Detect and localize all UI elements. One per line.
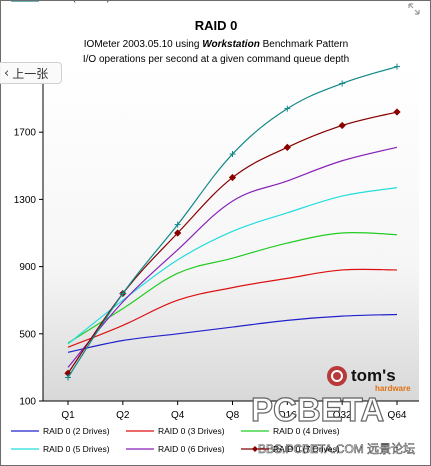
x-tick-label: Q64 [388, 410, 407, 421]
legend-label: RAID 0 (6 Drives) [158, 444, 225, 454]
chart-title: RAID 0 [195, 18, 238, 33]
legend-label: RAID 0 (5 Drives) [43, 444, 110, 454]
chart-subtitle: IOMeter 2003.05.10 using Workstation Ben… [84, 39, 348, 50]
subtitle-prefix: IOMeter 2003.05.10 using [84, 39, 202, 50]
series-line-4 [67, 187, 398, 345]
data-point-diamond [338, 121, 346, 130]
legend-label: RAID 0 (8 Drives) [43, 1, 110, 3]
pcbeta-watermark: PCBETA BBS.PCBETA.COM 远景论坛 [250, 390, 415, 456]
y-tick-label: 1700 [14, 128, 37, 139]
legend-label: RAID 0 (7 Drives) [273, 444, 340, 454]
legend: RAID 0 (2 Drives) RAID 0 (3 Drives) RAID 0… [11, 1, 340, 454]
legend-label: RAID 0 (3 Drives) [158, 426, 225, 436]
x-tick-label: Q32 [333, 410, 352, 421]
x-tick-label: Q2 [116, 410, 130, 421]
series-line-5 [67, 146, 398, 368]
series-line-1 [67, 313, 398, 353]
data-point-plus [339, 80, 346, 87]
legend-label: RAID 0 (2 Drives) [43, 426, 110, 436]
legend-label: RAID 0 (4 Drives) [273, 426, 340, 436]
series-line-3 [67, 231, 398, 344]
tomshardware-watermark: tom's hardware [327, 366, 411, 393]
y-tick-label: 900 [19, 262, 36, 273]
series-line-2 [67, 268, 398, 348]
watermark-brand: tom's [351, 366, 396, 385]
series-line-7 [67, 66, 398, 378]
y-tick-label: 100 [19, 397, 36, 408]
watermark-main: PCBETA [251, 391, 384, 428]
x-axis-ticks: Q1 Q2 Q4 Q8 Q16 Q32 Q64 [61, 401, 407, 421]
data-point-plus [284, 105, 291, 112]
previous-image-label: 上一张 [12, 66, 49, 81]
data-point-diamond [174, 229, 182, 237]
legend-marker-diamond [252, 446, 258, 452]
data-point-plus [119, 290, 126, 297]
data-point-diamond [283, 143, 291, 151]
y-tick-label: 1300 [14, 195, 37, 206]
x-tick-label: Q4 [171, 410, 185, 421]
data-point-plus [229, 151, 236, 158]
data-point-plus [174, 221, 181, 228]
tomshardware-logo-ring [331, 370, 343, 382]
tomshardware-logo-icon [327, 366, 347, 386]
data-point-plus [65, 374, 71, 381]
expand-icon[interactable] [408, 3, 420, 15]
x-tick-label: Q8 [226, 410, 240, 421]
data-point-diamond [393, 108, 401, 116]
subtitle-suffix: Benchmark Pattern [263, 39, 349, 50]
previous-image-button[interactable]: ‹ 上一张 [0, 62, 62, 84]
watermark-brand-sub: hardware [375, 384, 411, 393]
data-point-diamond [228, 173, 237, 182]
y-axis-ticks: 100 500 900 1300 1700 [14, 128, 43, 408]
subtitle-emphasis: Workstation [202, 39, 260, 50]
chart-subtitle-2: I/O operations per second at a given com… [83, 54, 349, 65]
x-tick-label: Q16 [278, 410, 297, 421]
series-lines [64, 63, 401, 381]
y-tick-label: 500 [19, 329, 36, 340]
watermark-site: BBS.PCBETA.COM 远景论坛 [258, 442, 415, 456]
chevron-left-icon: ‹ [4, 65, 10, 81]
x-tick-label: Q1 [61, 410, 75, 421]
data-point-plus [394, 63, 400, 70]
